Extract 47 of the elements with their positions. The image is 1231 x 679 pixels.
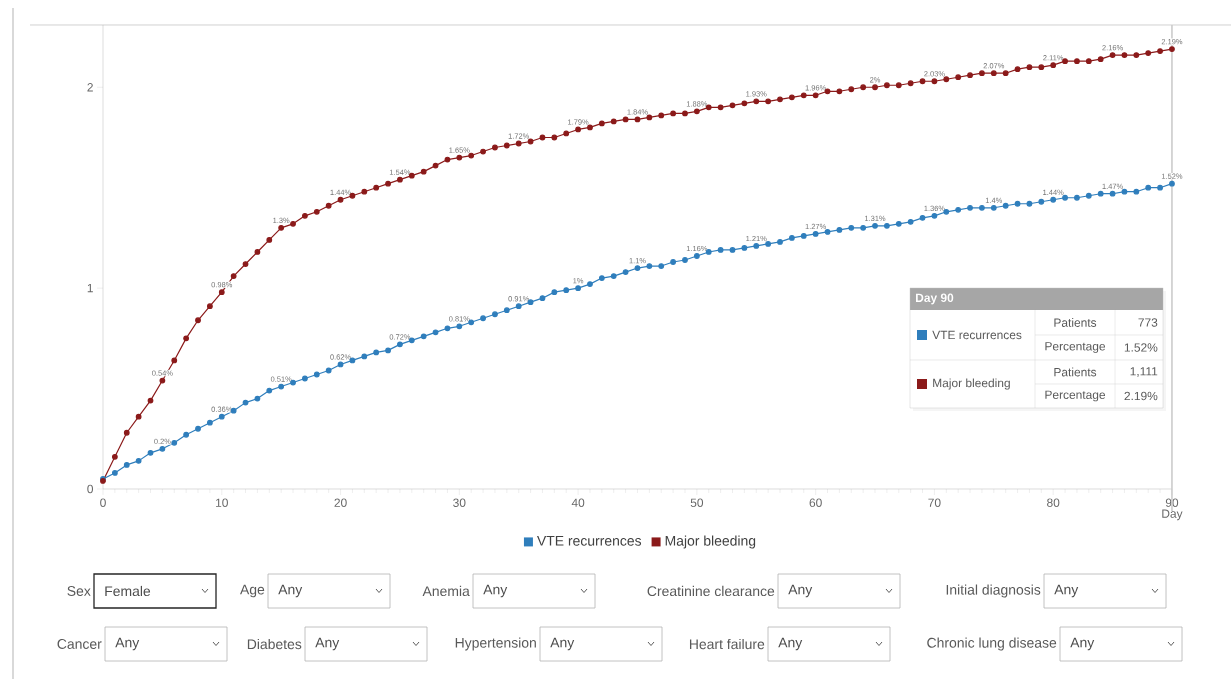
text: Any [778, 637, 803, 651]
annotation: 1,111 [1130, 367, 1158, 377]
text: Chronic lung disease [927, 637, 1057, 651]
x-axis-title: Day [1162, 509, 1183, 521]
y-tick-label: 1 [87, 284, 93, 293]
text: VTE recurrences [537, 536, 642, 546]
legend-label: Major bleeding [933, 378, 1010, 390]
annotation: Percentage [1045, 390, 1106, 402]
x-tick-label: 50 [690, 498, 704, 507]
text: Any [483, 584, 508, 598]
annotation: Day 90 [916, 293, 954, 305]
text: Anemia [422, 585, 470, 597]
x-tick-label: 40 [571, 498, 585, 507]
text: Any [550, 637, 575, 651]
x-tick-label: 60 [809, 498, 822, 507]
y-tick-label: 2 [87, 83, 93, 92]
annotation: Patients [1054, 367, 1097, 377]
y-tick-label: 0 [87, 484, 94, 494]
x-tick-label: 0 [100, 498, 106, 507]
text: Any [1070, 637, 1095, 651]
x-tick-label: 70 [928, 498, 941, 507]
text: Any [1054, 584, 1079, 598]
x-tick-label: 80 [1047, 498, 1060, 507]
text: Cancer [57, 639, 102, 649]
annotation: 1.52% [1124, 343, 1158, 352]
annotation: 773 [1138, 318, 1158, 327]
x-tick-label: 30 [453, 498, 466, 507]
annotation: 2.19% [1124, 391, 1158, 401]
text: Any [315, 637, 340, 651]
text: Diabetes [247, 638, 302, 650]
legend-label: VTE recurrences [932, 330, 1022, 340]
annotation: Patients [1054, 318, 1097, 327]
text: Sex [67, 586, 91, 596]
text: Any [278, 584, 303, 598]
text: Female [105, 585, 151, 597]
text: Creatinine clearance [647, 585, 775, 597]
x-tick-label: 90 [1165, 498, 1179, 507]
x-tick-label: 20 [334, 498, 347, 507]
text: Hypertension [455, 637, 536, 651]
annotation: Percentage [1045, 342, 1106, 353]
text: Initial diagnosis [946, 584, 1041, 598]
text: Any [115, 637, 140, 651]
text: Major bleeding [665, 535, 756, 549]
text: Age [240, 584, 265, 598]
x-tick-label: 10 [216, 498, 228, 507]
text: Heart failure [689, 638, 765, 650]
text: Any [788, 584, 813, 598]
